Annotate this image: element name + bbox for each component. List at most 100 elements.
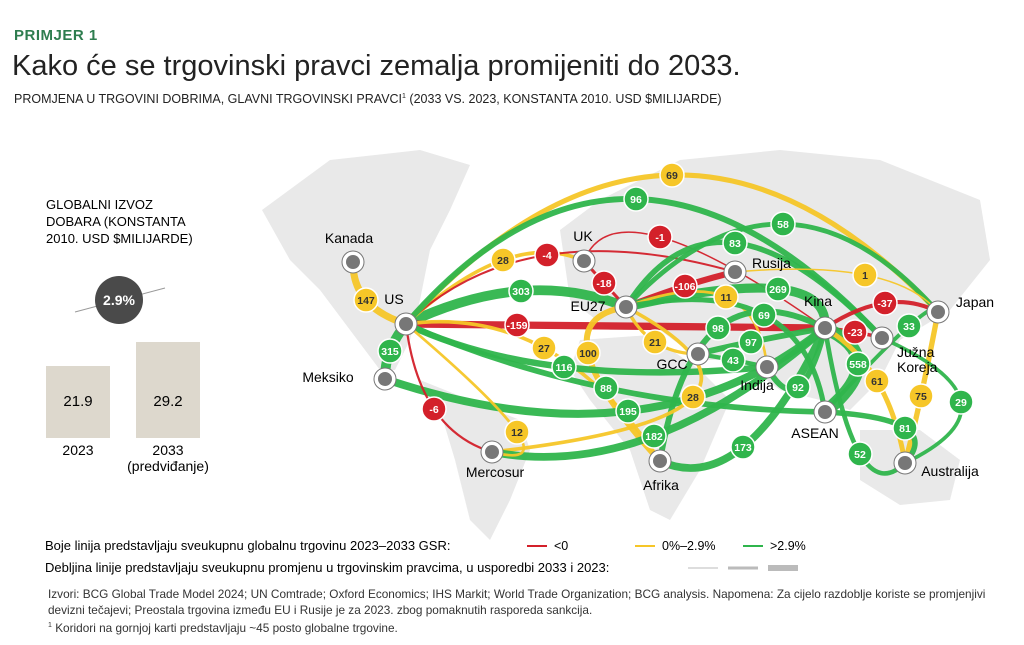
route-badge [534, 242, 560, 268]
route-value: 43 [727, 355, 739, 367]
route-badge [948, 389, 974, 415]
global-title: GLOBALNI IZVOZ [46, 197, 153, 212]
route-badge [751, 302, 777, 328]
route-value: 88 [600, 383, 612, 395]
route-value: 315 [381, 346, 399, 358]
bar-label: (predviđanje) [127, 458, 209, 474]
route-badge [765, 276, 791, 302]
growth-circle [95, 276, 143, 324]
route-badge [713, 284, 739, 310]
route-badge [842, 319, 868, 345]
route-value: -6 [429, 404, 438, 416]
route-value: 69 [666, 170, 678, 182]
route-badge [647, 224, 673, 250]
route-value: 33 [903, 321, 915, 333]
subtitle-note: 1 [402, 92, 406, 100]
route-badge [641, 423, 667, 449]
route-badge [508, 278, 534, 304]
route-badge [659, 162, 685, 188]
route-value: 303 [512, 286, 530, 298]
route-badge [591, 270, 617, 296]
node-label: US [384, 291, 403, 307]
route-badge [722, 230, 748, 256]
node-label: Kanada [325, 230, 373, 246]
sources: Izvori: BCG Global Trade Model 2024; UN … [48, 587, 986, 617]
global-title: DOBARA (KONSTANTA [46, 214, 186, 229]
route-badge [504, 419, 530, 445]
route-value: 58 [777, 219, 789, 231]
route-badge [575, 340, 601, 366]
route-value: 558 [849, 359, 867, 371]
footnote: 1 Koridori na gornjoj karti predstavljaj… [48, 621, 398, 635]
growth-label: 2.9% [103, 292, 135, 308]
bar-value: 21.9 [63, 393, 92, 410]
route-badge [672, 273, 698, 299]
node [818, 321, 832, 335]
route-badge [490, 247, 516, 273]
route-badge [593, 375, 619, 401]
route-value: 1 [862, 270, 868, 282]
route-value: 75 [915, 391, 927, 403]
route-badge [872, 290, 898, 316]
route-value: -37 [877, 298, 892, 310]
route-badge [377, 338, 403, 364]
node [577, 254, 591, 268]
node [399, 317, 413, 331]
node [619, 300, 633, 314]
route-badge [623, 186, 649, 212]
route-badge [720, 347, 746, 373]
node-label: Indija [740, 377, 774, 393]
node [875, 331, 889, 345]
legend-label: 0%–2.9% [662, 539, 716, 553]
node-label: EU27 [570, 298, 605, 314]
route-badge [738, 329, 764, 355]
bar-label: 2033 [152, 442, 183, 458]
route-badge [845, 351, 871, 377]
footnote-text: Koridori na gornjoj karti predstavljaju … [55, 621, 398, 635]
node [691, 347, 705, 361]
route-value: 27 [538, 343, 550, 355]
route-badge [770, 211, 796, 237]
node-label: ASEAN [791, 425, 838, 441]
bar-value: 29.2 [153, 393, 182, 410]
route-value: 52 [854, 449, 866, 461]
route-value: 116 [556, 362, 573, 374]
node [728, 265, 742, 279]
route-value: -159 [506, 320, 527, 332]
route-badge [705, 315, 731, 341]
route-value: 28 [687, 392, 699, 404]
node [346, 255, 360, 269]
route-value: 69 [758, 310, 770, 322]
legend-label: <0 [554, 539, 568, 553]
node [485, 445, 499, 459]
legend-color-text: Boje linija predstavljaju sveukupnu glob… [45, 538, 450, 553]
route-badge [353, 287, 379, 313]
route-value: 96 [630, 194, 642, 206]
global-title: 2010. USD $MILIJARDE) [46, 231, 193, 246]
node-label: Južna [897, 344, 935, 360]
route-value: 92 [792, 382, 804, 394]
route-value: 81 [899, 423, 911, 435]
subtitle-tail: (2033 VS. 2023, KONSTANTA 2010. USD $MIL… [409, 92, 722, 106]
route-badge [847, 441, 873, 467]
route-value: 97 [745, 337, 757, 349]
route-value: 61 [871, 376, 883, 388]
route-value: -23 [847, 327, 862, 339]
route-badge [615, 398, 641, 424]
route-badge [680, 384, 706, 410]
route-value: 29 [955, 397, 967, 409]
node [653, 454, 667, 468]
legend-label: >2.9% [770, 539, 806, 553]
route-badge [551, 354, 577, 380]
subtitle-text: PROMJENA U TRGOVINI DOBRIMA, GLAVNI TRGO… [14, 92, 403, 106]
node-label: Mercosur [466, 464, 525, 480]
route-value: 195 [619, 406, 637, 418]
route-value: 100 [579, 348, 597, 360]
node-label: Kina [804, 293, 832, 309]
route-value: -1 [655, 232, 664, 244]
title: Kako će se trgovinski pravci zemalja pro… [12, 50, 741, 82]
route-value: 83 [729, 238, 741, 250]
route-badge [504, 312, 530, 338]
